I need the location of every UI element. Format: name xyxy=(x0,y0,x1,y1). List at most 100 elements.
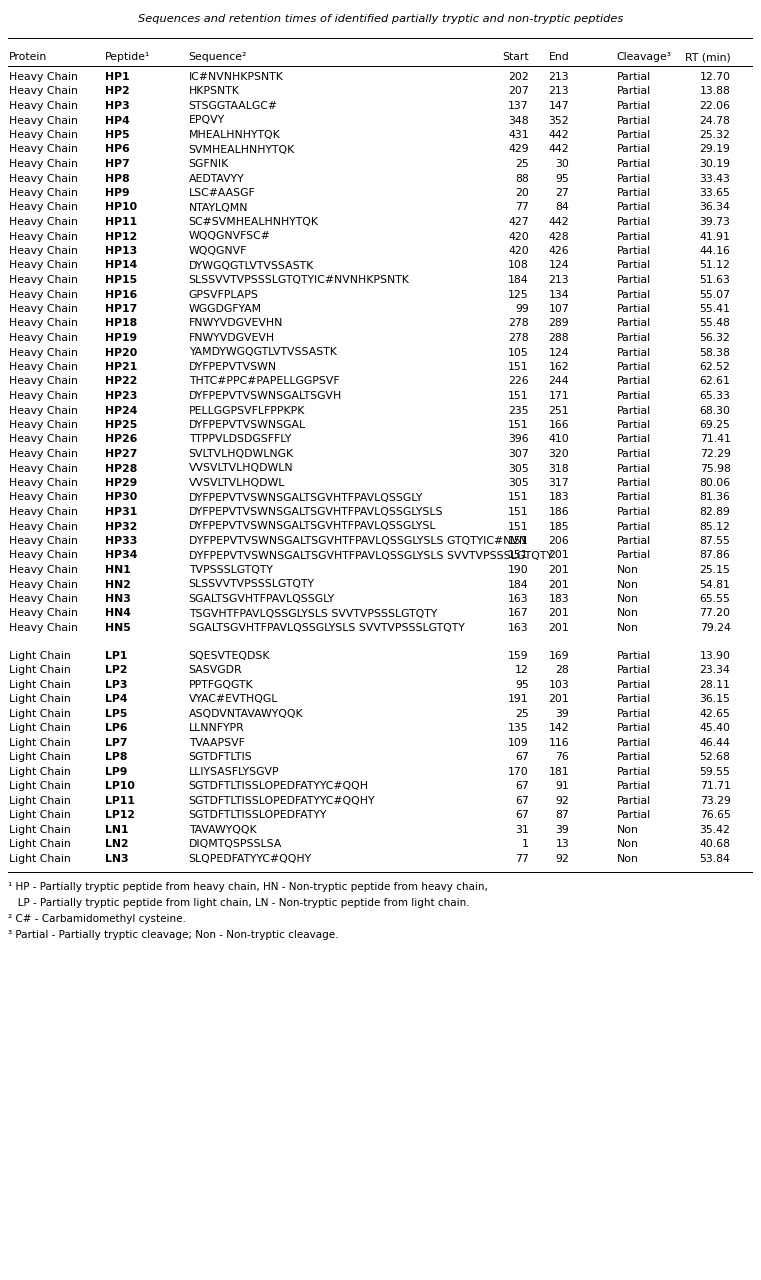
Text: Heavy Chain: Heavy Chain xyxy=(9,420,78,430)
Text: Partial: Partial xyxy=(616,202,651,212)
Text: SGTDFTLTISSLOPEDFATYY: SGTDFTLTISSLOPEDFATYY xyxy=(189,810,327,820)
Text: VVSVLTVLHQDWLN: VVSVLTVLHQDWLN xyxy=(189,463,293,474)
Text: Heavy Chain: Heavy Chain xyxy=(9,174,78,183)
Text: IC#NVNHKPSNTK: IC#NVNHKPSNTK xyxy=(189,72,284,82)
Text: Partial: Partial xyxy=(616,319,651,329)
Text: THTC#PPC#PAPELLGGPSVF: THTC#PPC#PAPELLGGPSVF xyxy=(189,376,339,387)
Text: Heavy Chain: Heavy Chain xyxy=(9,608,78,618)
Text: HP18: HP18 xyxy=(105,319,137,329)
Text: HP13: HP13 xyxy=(105,246,137,256)
Text: Heavy Chain: Heavy Chain xyxy=(9,188,78,198)
Text: Partial: Partial xyxy=(616,246,651,256)
Text: 151: 151 xyxy=(508,507,529,517)
Text: PPTFGQGTK: PPTFGQGTK xyxy=(189,680,253,690)
Text: LN1: LN1 xyxy=(105,824,129,835)
Text: Partial: Partial xyxy=(616,810,651,820)
Text: HN1: HN1 xyxy=(105,564,131,575)
Text: DYWGQGTLVTVSSASTK: DYWGQGTLVTVSSASTK xyxy=(189,261,314,270)
Text: 13.88: 13.88 xyxy=(699,87,731,96)
Text: VVSVLTVLHQDWL: VVSVLTVLHQDWL xyxy=(189,477,285,488)
Text: 45.40: 45.40 xyxy=(699,723,731,733)
Text: Heavy Chain: Heavy Chain xyxy=(9,261,78,270)
Text: HN4: HN4 xyxy=(105,608,131,618)
Text: SGALTSGVHTFPAVLQSSGLYSLS SVVTVPSSSLGTQTY: SGALTSGVHTFPAVLQSSGLYSLS SVVTVPSSSLGTQTY xyxy=(189,623,464,634)
Text: SGALTSGVHTFPAVLQSSGLY: SGALTSGVHTFPAVLQSSGLY xyxy=(189,594,335,604)
Text: 108: 108 xyxy=(508,261,529,270)
Text: 105: 105 xyxy=(508,347,529,357)
Text: 65.33: 65.33 xyxy=(699,390,731,401)
Text: Light Chain: Light Chain xyxy=(9,650,71,660)
Text: Sequence²: Sequence² xyxy=(189,52,247,61)
Text: Heavy Chain: Heavy Chain xyxy=(9,493,78,503)
Text: Partial: Partial xyxy=(616,188,651,198)
Text: 25.15: 25.15 xyxy=(699,564,731,575)
Text: HP24: HP24 xyxy=(105,406,138,416)
Text: 22.06: 22.06 xyxy=(699,101,731,111)
Text: 87.86: 87.86 xyxy=(699,550,731,561)
Text: 92: 92 xyxy=(556,796,569,805)
Text: GPSVFPLAPS: GPSVFPLAPS xyxy=(189,289,259,300)
Text: 85.12: 85.12 xyxy=(699,521,731,531)
Text: Heavy Chain: Heavy Chain xyxy=(9,72,78,82)
Text: 207: 207 xyxy=(508,87,529,96)
Text: DYFPEPVTVSWNSGALTSGVHTFPAVLQSSGLYSL: DYFPEPVTVSWNSGALTSGVHTFPAVLQSSGLYSL xyxy=(189,521,436,531)
Text: Partial: Partial xyxy=(616,347,651,357)
Text: WGGDGFYAM: WGGDGFYAM xyxy=(189,303,262,314)
Text: RT (min): RT (min) xyxy=(685,52,731,61)
Text: SGTDFTLTIS: SGTDFTLTIS xyxy=(189,753,253,762)
Text: Heavy Chain: Heavy Chain xyxy=(9,477,78,488)
Text: 307: 307 xyxy=(508,449,529,460)
Text: SC#SVMHEALHNHYTQK: SC#SVMHEALHNHYTQK xyxy=(189,218,319,227)
Text: 62.61: 62.61 xyxy=(699,376,731,387)
Text: 135: 135 xyxy=(508,723,529,733)
Text: 67: 67 xyxy=(515,781,529,791)
Text: LP6: LP6 xyxy=(105,723,128,733)
Text: LSC#AASGF: LSC#AASGF xyxy=(189,188,256,198)
Text: TAVAWYQQK: TAVAWYQQK xyxy=(189,824,256,835)
Text: SGTDFTLTISSLOPEDFATYYC#QQH: SGTDFTLTISSLOPEDFATYYC#QQH xyxy=(189,781,369,791)
Text: 41.91: 41.91 xyxy=(699,232,731,242)
Text: Partial: Partial xyxy=(616,261,651,270)
Text: 12: 12 xyxy=(515,666,529,675)
Text: 410: 410 xyxy=(549,434,569,444)
Text: LP3: LP3 xyxy=(105,680,128,690)
Text: 278: 278 xyxy=(508,333,529,343)
Text: Non: Non xyxy=(616,840,638,849)
Text: 420: 420 xyxy=(508,246,529,256)
Text: Partial: Partial xyxy=(616,420,651,430)
Text: Partial: Partial xyxy=(616,376,651,387)
Text: 396: 396 xyxy=(508,434,529,444)
Text: DIQMTQSPSSLSA: DIQMTQSPSSLSA xyxy=(189,840,282,849)
Text: 213: 213 xyxy=(549,72,569,82)
Text: HP29: HP29 xyxy=(105,477,137,488)
Text: HN2: HN2 xyxy=(105,580,131,590)
Text: 226: 226 xyxy=(508,376,529,387)
Text: Heavy Chain: Heavy Chain xyxy=(9,623,78,634)
Text: Light Chain: Light Chain xyxy=(9,767,71,777)
Text: SVMHEALHNHYTQK: SVMHEALHNHYTQK xyxy=(189,145,295,155)
Text: Partial: Partial xyxy=(616,406,651,416)
Text: 25: 25 xyxy=(515,709,529,718)
Text: 169: 169 xyxy=(549,650,569,660)
Text: 103: 103 xyxy=(549,680,569,690)
Text: Light Chain: Light Chain xyxy=(9,824,71,835)
Text: 58.38: 58.38 xyxy=(699,347,731,357)
Text: Heavy Chain: Heavy Chain xyxy=(9,289,78,300)
Text: Heavy Chain: Heavy Chain xyxy=(9,218,78,227)
Text: VYAC#EVTHQGL: VYAC#EVTHQGL xyxy=(189,694,278,704)
Text: AEDTAVYY: AEDTAVYY xyxy=(189,174,244,183)
Text: Light Chain: Light Chain xyxy=(9,753,71,762)
Text: Partial: Partial xyxy=(616,521,651,531)
Text: HP32: HP32 xyxy=(105,521,138,531)
Text: Partial: Partial xyxy=(616,333,651,343)
Text: 125: 125 xyxy=(508,289,529,300)
Text: 46.44: 46.44 xyxy=(699,737,731,748)
Text: Partial: Partial xyxy=(616,650,651,660)
Text: 183: 183 xyxy=(549,493,569,503)
Text: 36.15: 36.15 xyxy=(699,694,731,704)
Text: 352: 352 xyxy=(549,115,569,125)
Text: HP22: HP22 xyxy=(105,376,138,387)
Text: 183: 183 xyxy=(549,594,569,604)
Text: 431: 431 xyxy=(508,131,529,140)
Text: Light Chain: Light Chain xyxy=(9,781,71,791)
